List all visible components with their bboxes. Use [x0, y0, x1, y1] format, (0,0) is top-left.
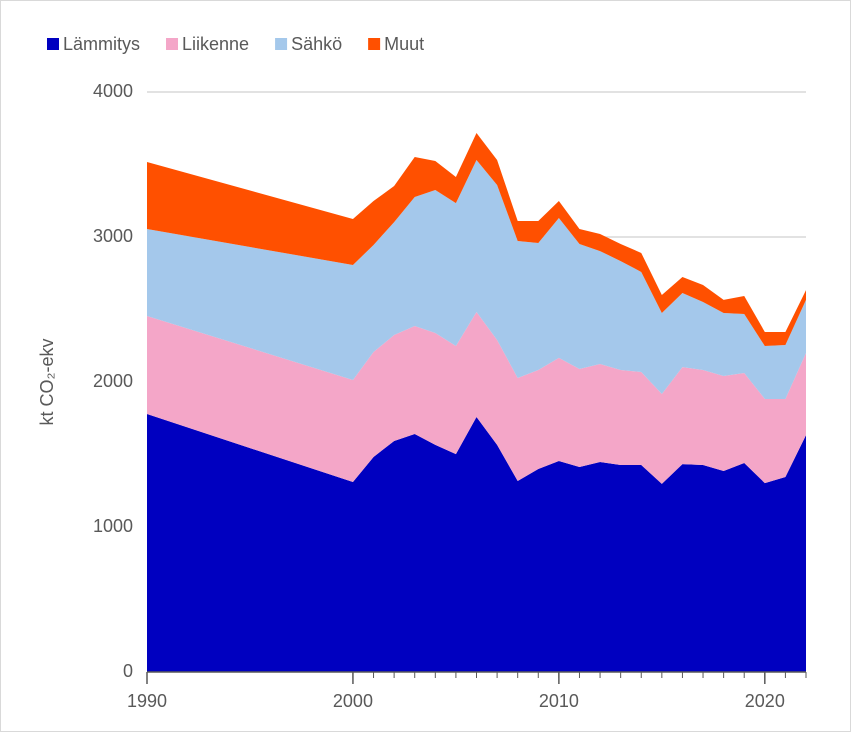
- x-tick-label: 2000: [333, 691, 373, 711]
- y-tick-label: 3000: [93, 226, 133, 246]
- y-tick-label: 1000: [93, 516, 133, 536]
- x-tick-label: 2020: [745, 691, 785, 711]
- legend-label: Liikenne: [182, 34, 249, 54]
- area: [147, 414, 806, 672]
- legend-label: Muut: [384, 34, 424, 54]
- area: [147, 311, 806, 484]
- y-tick-label: 2000: [93, 371, 133, 391]
- legend-label: Sähkö: [291, 34, 342, 54]
- legend-swatch: [275, 38, 288, 50]
- legend-swatch: [166, 38, 179, 50]
- legend-swatch: [368, 38, 381, 50]
- legend-swatch: [47, 38, 59, 50]
- area: [147, 160, 806, 399]
- legend-label: Lämmitys: [63, 34, 140, 54]
- x-tick-label: 2010: [539, 691, 579, 711]
- x-tick-label: 1990: [127, 691, 167, 711]
- y-tick-label: 0: [123, 661, 133, 681]
- area: [147, 133, 806, 347]
- y-axis-label: kt CO₂-ekv: [37, 339, 57, 426]
- y-tick-label: 4000: [93, 81, 133, 101]
